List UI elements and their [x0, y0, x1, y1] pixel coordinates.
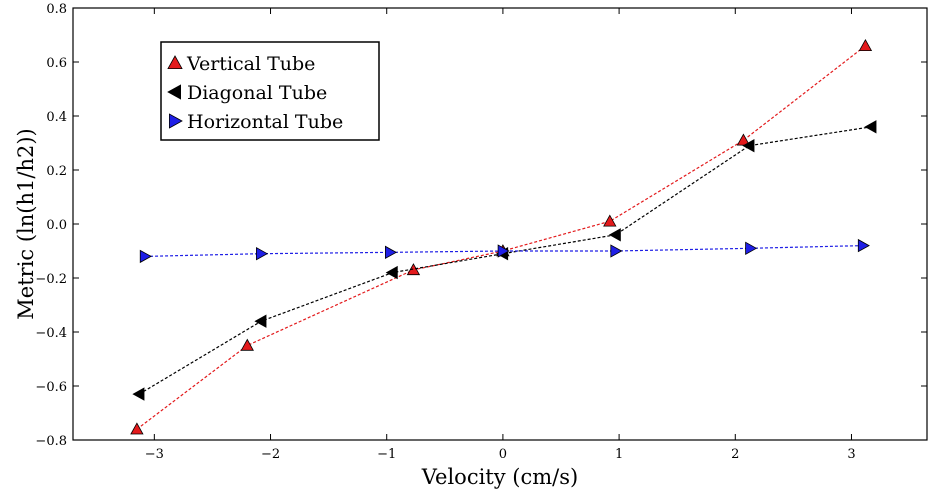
- data-point: [240, 338, 254, 351]
- y-axis-title: Metric (ln(h1/h2)): [14, 128, 38, 319]
- y-tick-label: −0.4: [35, 326, 67, 341]
- data-point: [130, 422, 144, 435]
- data-point: [256, 247, 269, 261]
- legend-marker: [167, 55, 183, 69]
- y-tick-label: 0.4: [46, 110, 67, 125]
- legend-marker: [168, 113, 183, 129]
- x-tick-label: −2: [261, 447, 280, 462]
- data-point: [603, 214, 617, 227]
- x-tick-label: 3: [847, 447, 855, 462]
- axis-ticks: −3 −2 −1 0 1 2 3 −0.8 −0.6 −0.4 −0.2 0.0 0.2 0.4 0.6 0.…: [35, 2, 927, 462]
- legend-item: Horizontal Tube: [168, 111, 343, 133]
- data-point: [497, 244, 510, 258]
- y-tick-label: −0.6: [35, 380, 67, 395]
- legend-marker: [167, 84, 182, 100]
- y-tick-label: −0.2: [35, 272, 67, 287]
- x-tick-label: 1: [615, 447, 623, 462]
- legend-label: Vertical Tube: [186, 53, 315, 75]
- legend-box: [160, 41, 380, 141]
- y-tick-label: 0.2: [46, 164, 67, 179]
- legend-label: Horizontal Tube: [187, 111, 343, 133]
- data-point: [132, 387, 145, 401]
- data-point: [858, 38, 873, 51]
- data-point: [139, 249, 152, 264]
- data-point: [610, 244, 623, 258]
- series-horizontal-tube: [139, 238, 870, 264]
- x-tick-label: 0: [499, 447, 507, 462]
- x-tick-label: −3: [145, 447, 164, 462]
- data-point: [608, 228, 621, 242]
- data-point: [742, 139, 755, 153]
- data-point: [745, 241, 758, 255]
- legend-label: Diagonal Tube: [187, 82, 327, 104]
- legend-item: Vertical Tube: [167, 53, 315, 75]
- legend-item: Diagonal Tube: [167, 82, 327, 104]
- data-point: [385, 265, 398, 280]
- x-tick-label: 2: [731, 447, 739, 462]
- y-tick-label: 0.6: [46, 56, 67, 71]
- y-tick-label: 0.0: [46, 218, 67, 233]
- y-tick-label: 0.8: [46, 2, 67, 17]
- series-layer: [130, 38, 877, 435]
- x-tick-label: −1: [377, 447, 396, 462]
- data-point: [736, 133, 751, 146]
- data-point: [857, 238, 870, 253]
- series-diagonal-tube: [132, 120, 877, 401]
- y-tick-label: −0.8: [35, 434, 67, 449]
- data-point: [864, 120, 877, 134]
- legend: Vertical Tube Diagonal Tube Horizontal Tub…: [160, 41, 380, 141]
- data-point: [254, 314, 267, 328]
- x-axis-title: Velocity (cm/s): [421, 465, 578, 489]
- data-point: [384, 245, 398, 260]
